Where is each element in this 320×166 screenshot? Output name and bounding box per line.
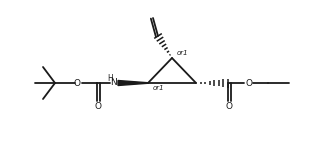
Text: or1: or1 xyxy=(177,50,188,56)
Text: O: O xyxy=(245,79,252,87)
Text: or1: or1 xyxy=(153,85,164,91)
Text: N: N xyxy=(110,78,117,86)
Polygon shape xyxy=(118,81,148,85)
Text: H: H xyxy=(107,74,113,83)
Text: O: O xyxy=(226,102,233,111)
Text: O: O xyxy=(95,102,102,111)
Text: O: O xyxy=(74,79,81,87)
